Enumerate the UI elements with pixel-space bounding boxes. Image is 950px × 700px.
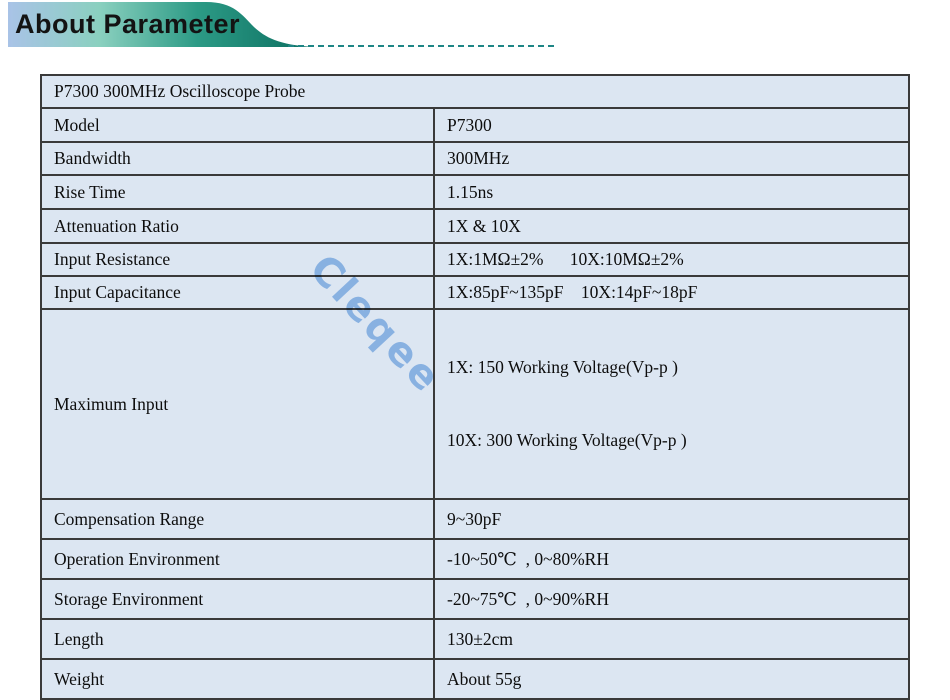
table-row: Storage Environment -20~75℃ , 0~90%RH (40, 578, 910, 620)
param-label: Input Capacitance (40, 275, 435, 310)
param-label: Weight (40, 658, 435, 700)
header-banner: About Parameter (0, 0, 560, 52)
param-value: -10~50℃ , 0~80%RH (433, 538, 910, 580)
param-value: About 55g (433, 658, 910, 700)
table-row: Maximum Input 1X: 150 Working Voltage(Vp… (40, 308, 910, 500)
table-row: Rise Time 1.15ns (40, 174, 910, 210)
page-title: About Parameter (15, 9, 241, 39)
param-label: Operation Environment (40, 538, 435, 580)
param-value-line: 1X: 150 Working Voltage(Vp-p ) (447, 357, 678, 377)
table-row: Operation Environment -10~50℃ , 0~80%RH (40, 538, 910, 580)
param-value: 130±2cm (433, 618, 910, 660)
table-title: P7300 300MHz Oscilloscope Probe (40, 74, 910, 109)
param-value-line: 10X: 300 Working Voltage(Vp-p ) (447, 430, 687, 450)
table-row: Length 130±2cm (40, 618, 910, 660)
banner-shape (8, 2, 314, 47)
param-label: Rise Time (40, 174, 435, 210)
table-row: Bandwidth 300MHz (40, 141, 910, 176)
table-row: Model P7300 (40, 107, 910, 143)
table-row: Input Resistance 1X:1MΩ±2% 10X:10MΩ±2% (40, 242, 910, 277)
param-value: 1X & 10X (433, 208, 910, 244)
spec-table: P7300 300MHz Oscilloscope Probe Model P7… (40, 74, 910, 700)
table-title-row: P7300 300MHz Oscilloscope Probe (40, 74, 910, 109)
table-row: Compensation Range 9~30pF (40, 498, 910, 540)
param-label: Input Resistance (40, 242, 435, 277)
param-label: Maximum Input (40, 308, 435, 500)
table-row: Weight About 55g (40, 658, 910, 700)
param-value: 9~30pF (433, 498, 910, 540)
param-value: 1X:85pF~135pF 10X:14pF~18pF (433, 275, 910, 310)
dashed-divider (288, 45, 554, 47)
table-row: Attenuation Ratio 1X & 10X (40, 208, 910, 244)
param-label: Model (40, 107, 435, 143)
param-value: P7300 (433, 107, 910, 143)
param-value: 300MHz (433, 141, 910, 176)
param-value: -20~75℃ , 0~90%RH (433, 578, 910, 620)
param-label: Compensation Range (40, 498, 435, 540)
param-value: 1X: 150 Working Voltage(Vp-p ) 10X: 300 … (433, 308, 910, 500)
param-value: 1.15ns (433, 174, 910, 210)
param-label: Attenuation Ratio (40, 208, 435, 244)
param-value: 1X:1MΩ±2% 10X:10MΩ±2% (433, 242, 910, 277)
param-label: Length (40, 618, 435, 660)
table-row: Input Capacitance 1X:85pF~135pF 10X:14pF… (40, 275, 910, 310)
param-label: Bandwidth (40, 141, 435, 176)
param-label: Storage Environment (40, 578, 435, 620)
